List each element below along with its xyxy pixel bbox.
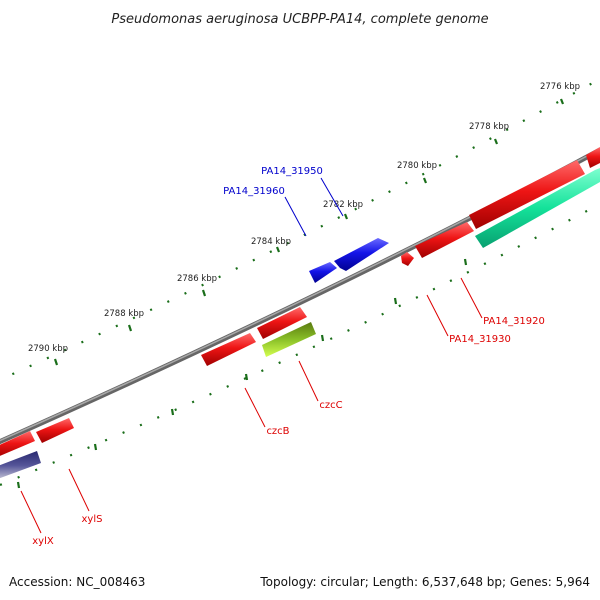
gene-red-forward-a[interactable] xyxy=(469,160,585,229)
gene-label-czcC: czcC xyxy=(319,400,342,411)
gene-teal-forward[interactable] xyxy=(475,168,600,248)
tick-label-2778: 2778 kbp xyxy=(469,122,509,132)
inner-major-ticks xyxy=(16,258,468,489)
tick-label-2782: 2782 kbp xyxy=(323,200,363,210)
gene-label-PA14_31930: PA14_31930 xyxy=(449,334,511,345)
tick-label-2784: 2784 kbp xyxy=(251,237,291,247)
gene-red-forward-b[interactable] xyxy=(586,147,600,168)
map-title: Pseudomonas aeruginosa UCBPP-PA14, compl… xyxy=(111,12,488,27)
gene-PA14_31920[interactable] xyxy=(415,222,474,258)
tick-label-2788: 2788 kbp xyxy=(104,309,144,319)
leader-lines-forward xyxy=(284,177,344,237)
outer-tick-ring xyxy=(0,79,599,381)
gene-xylS[interactable] xyxy=(36,418,74,443)
tick-label-2786: 2786 kbp xyxy=(177,274,217,284)
tick-label-2776: 2776 kbp xyxy=(540,82,580,92)
outer-major-ticks xyxy=(53,98,565,366)
gene-red-near-czc[interactable] xyxy=(257,307,307,339)
gene-label-PA14_31960: PA14_31960 xyxy=(223,186,285,197)
gene-red-xyl-a[interactable] xyxy=(0,431,35,458)
gene-label-xylX: xylX xyxy=(32,536,54,547)
genome-summary-text: Topology: circular; Length: 6,537,648 bp… xyxy=(259,575,590,589)
leader-lines-reverse xyxy=(20,277,483,534)
genome-backbone-highlight xyxy=(0,148,600,442)
accession-text: Accession: NC_008463 xyxy=(9,575,145,589)
gene-label-xylS: xylS xyxy=(82,514,103,525)
gene-label-PA14_31920: PA14_31920 xyxy=(483,316,545,327)
gene-label-czcB: czcB xyxy=(266,426,289,437)
gene-label-PA14_31950: PA14_31950 xyxy=(261,166,323,177)
tick-label-2780: 2780 kbp xyxy=(397,161,437,171)
gene-PA14_31960[interactable] xyxy=(309,262,337,283)
gene-czcC[interactable] xyxy=(262,322,316,357)
gene-xylX[interactable] xyxy=(0,451,41,480)
gene-czcB[interactable] xyxy=(201,333,256,366)
gene-PA14_31930[interactable] xyxy=(401,252,414,266)
gene-PA14_31950[interactable] xyxy=(334,238,389,271)
tick-label-2790: 2790 kbp xyxy=(28,344,68,354)
